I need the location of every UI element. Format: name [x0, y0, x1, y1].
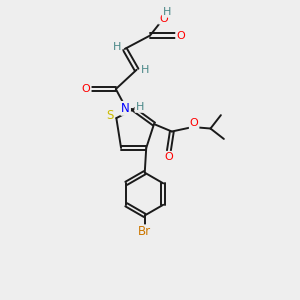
Text: S: S [106, 109, 113, 122]
Text: H: H [141, 65, 149, 75]
Text: H: H [135, 102, 144, 112]
Text: Br: Br [138, 225, 151, 238]
Text: H: H [163, 7, 171, 17]
Text: O: O [82, 84, 91, 94]
Text: O: O [190, 118, 199, 128]
Text: N: N [121, 102, 130, 115]
Text: H: H [113, 42, 122, 52]
Text: O: O [159, 14, 168, 24]
Text: O: O [164, 152, 173, 162]
Text: O: O [176, 31, 185, 40]
